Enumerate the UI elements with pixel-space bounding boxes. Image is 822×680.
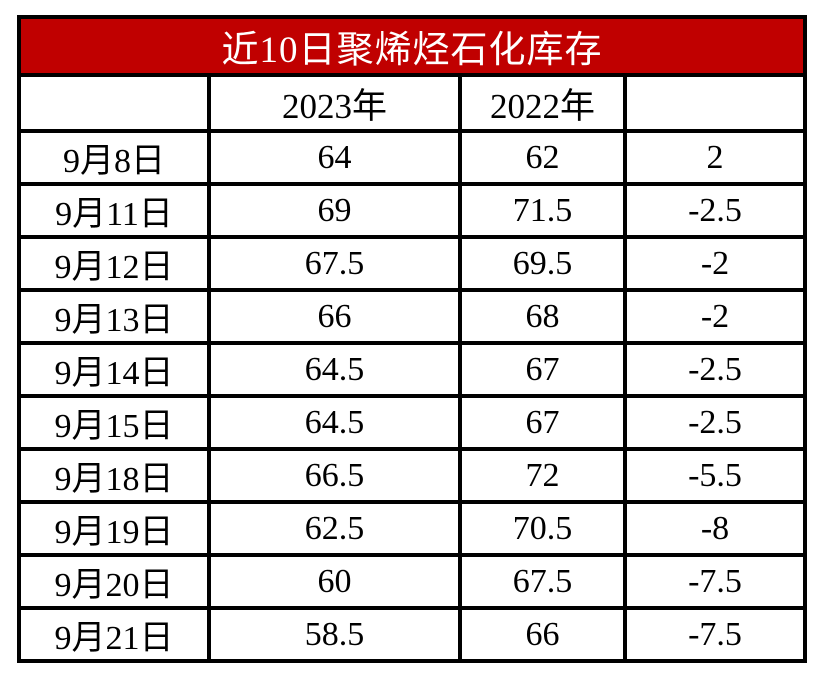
table-title: 近10日聚烯烃石化库存 — [17, 15, 807, 77]
value-2023-cell: 64.5 — [207, 341, 462, 398]
value-2023-cell: 67.5 — [207, 235, 462, 292]
value-2022-cell: 72 — [458, 447, 627, 504]
value-2023-cell: 60 — [207, 553, 462, 610]
value-2023-cell: 64 — [207, 129, 462, 186]
table-row: 9月14日 64.5 67 -2.5 — [17, 341, 807, 398]
value-2022-cell: 71.5 — [458, 182, 627, 239]
date-cell: 9月12日 — [17, 235, 211, 292]
header-diff — [623, 73, 807, 133]
date-cell: 9月8日 — [17, 129, 211, 186]
diff-cell: -7.5 — [623, 553, 807, 610]
value-2023-cell: 69 — [207, 182, 462, 239]
table-row: 9月13日 66 68 -2 — [17, 288, 807, 345]
diff-cell: -8 — [623, 500, 807, 557]
diff-cell: -5.5 — [623, 447, 807, 504]
diff-cell: -2 — [623, 235, 807, 292]
date-cell: 9月13日 — [17, 288, 211, 345]
table-row: 9月12日 67.5 69.5 -2 — [17, 235, 807, 292]
table-row: 9月21日 58.5 66 -7.5 — [17, 606, 807, 663]
date-cell: 9月20日 — [17, 553, 211, 610]
date-cell: 9月19日 — [17, 500, 211, 557]
table-row: 9月19日 62.5 70.5 -8 — [17, 500, 807, 557]
diff-cell: -7.5 — [623, 606, 807, 663]
value-2022-cell: 62 — [458, 129, 627, 186]
table-row: 9月15日 64.5 67 -2.5 — [17, 394, 807, 451]
date-cell: 9月11日 — [17, 182, 211, 239]
value-2022-cell: 66 — [458, 606, 627, 663]
table-title-row: 近10日聚烯烃石化库存 — [17, 15, 807, 77]
diff-cell: -2.5 — [623, 394, 807, 451]
date-cell: 9月18日 — [17, 447, 211, 504]
header-date — [17, 73, 211, 133]
table-header-row: 2023年 2022年 — [17, 73, 807, 133]
diff-cell: 2 — [623, 129, 807, 186]
table-row: 9月20日 60 67.5 -7.5 — [17, 553, 807, 610]
value-2023-cell: 58.5 — [207, 606, 462, 663]
date-cell: 9月21日 — [17, 606, 211, 663]
date-cell: 9月14日 — [17, 341, 211, 398]
value-2023-cell: 66 — [207, 288, 462, 345]
table-row: 9月8日 64 62 2 — [17, 129, 807, 186]
diff-cell: -2.5 — [623, 341, 807, 398]
value-2023-cell: 66.5 — [207, 447, 462, 504]
value-2022-cell: 69.5 — [458, 235, 627, 292]
value-2022-cell: 67.5 — [458, 553, 627, 610]
date-cell: 9月15日 — [17, 394, 211, 451]
table-row: 9月11日 69 71.5 -2.5 — [17, 182, 807, 239]
inventory-table: 近10日聚烯烃石化库存 2023年 2022年 9月8日 64 62 2 9月1… — [17, 15, 807, 663]
value-2022-cell: 68 — [458, 288, 627, 345]
value-2023-cell: 64.5 — [207, 394, 462, 451]
diff-cell: -2.5 — [623, 182, 807, 239]
value-2022-cell: 67 — [458, 394, 627, 451]
header-2023: 2023年 — [207, 73, 462, 133]
value-2022-cell: 67 — [458, 341, 627, 398]
table-row: 9月18日 66.5 72 -5.5 — [17, 447, 807, 504]
value-2023-cell: 62.5 — [207, 500, 462, 557]
diff-cell: -2 — [623, 288, 807, 345]
header-2022: 2022年 — [458, 73, 627, 133]
value-2022-cell: 70.5 — [458, 500, 627, 557]
